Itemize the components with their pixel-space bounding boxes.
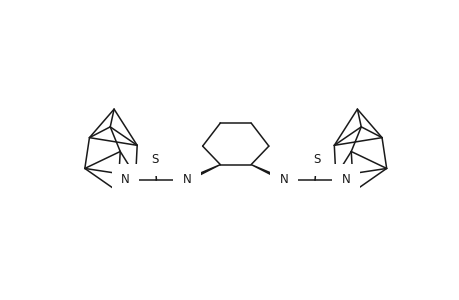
Polygon shape <box>251 165 284 181</box>
Text: N: N <box>183 173 191 187</box>
Text: N: N <box>121 173 130 187</box>
Text: S: S <box>312 154 319 166</box>
Text: N: N <box>279 173 288 187</box>
Polygon shape <box>186 165 220 181</box>
Text: S: S <box>151 154 158 166</box>
Text: N: N <box>341 173 349 187</box>
